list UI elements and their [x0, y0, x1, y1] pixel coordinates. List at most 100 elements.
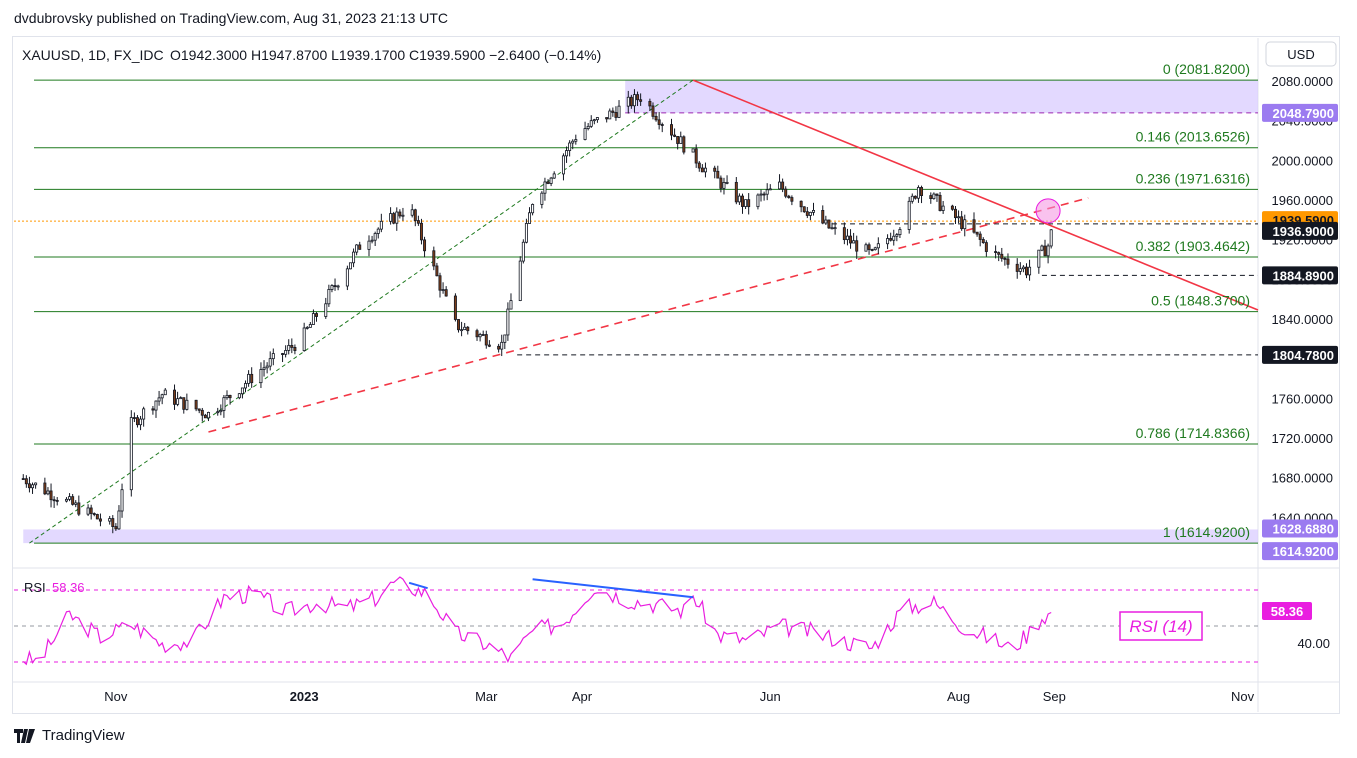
rsi-divergence-line	[408, 581, 428, 590]
candle-body	[315, 313, 318, 317]
candle-body	[719, 177, 723, 189]
candle-body	[222, 397, 226, 411]
candle-body	[994, 251, 998, 253]
fib-label: 0.382 (1903.4642)	[1136, 238, 1250, 254]
candle-body	[676, 136, 680, 144]
candle-body	[722, 182, 726, 189]
candle-body	[867, 244, 871, 250]
rsi-current-value: 58.36	[52, 580, 85, 595]
candle-body	[432, 250, 436, 267]
currency-button[interactable]	[1265, 41, 1337, 67]
price-label-bg	[1262, 519, 1338, 538]
candle-body	[870, 249, 874, 251]
candle-body	[778, 181, 782, 190]
candle-body	[293, 346, 297, 351]
fib-label: 0 (2081.8200)	[1163, 61, 1250, 77]
candle-body	[768, 188, 772, 191]
candle-body	[605, 117, 609, 120]
candle-body	[225, 394, 229, 399]
candle-body	[725, 181, 729, 184]
candle-body	[700, 167, 704, 173]
candle-body	[657, 119, 661, 125]
candle-body	[713, 167, 717, 172]
fib-label: 1 (1614.9200)	[1163, 524, 1250, 540]
candle-body	[108, 518, 112, 522]
currency-button-label[interactable]: USD	[1287, 47, 1314, 62]
chart-frame[interactable]	[12, 36, 1340, 714]
candle-body	[89, 507, 93, 514]
candle-body	[27, 483, 31, 489]
candle-body	[651, 105, 655, 117]
candle-body	[95, 514, 99, 520]
candle-body	[1018, 268, 1022, 272]
candle-body	[503, 334, 507, 343]
candle-body	[787, 195, 791, 198]
candle-body	[552, 173, 556, 179]
time-axis-tick: Mar	[475, 689, 498, 704]
candle-body	[21, 478, 25, 480]
fib-label: 0.146 (2013.6526)	[1136, 129, 1250, 145]
candle-body	[370, 239, 374, 242]
fib-label: 0.5 (1848.3700)	[1151, 293, 1250, 309]
trendline-green-dashed	[29, 79, 694, 544]
candle-body	[639, 99, 643, 102]
candle-body	[46, 490, 50, 495]
candle-body	[679, 136, 683, 144]
candle-body	[531, 204, 535, 214]
candle-body	[895, 234, 899, 237]
candle-body	[549, 177, 553, 184]
candle-body	[302, 327, 306, 351]
candle-body	[978, 233, 982, 240]
candle-body	[737, 195, 741, 203]
candle-body	[244, 383, 247, 389]
candle-body	[389, 213, 393, 222]
candle-body	[852, 240, 856, 244]
candle-body	[287, 345, 291, 351]
trendline-red-dashed	[208, 197, 1089, 433]
candle-body	[1049, 229, 1053, 247]
footer: TradingView	[14, 727, 125, 744]
candle-body	[460, 329, 464, 332]
candle-body	[117, 510, 121, 530]
candle-body	[916, 187, 920, 199]
price-label-bg	[1262, 221, 1338, 240]
candle-body	[972, 219, 976, 233]
price-axis-tick: 1960.0000	[1272, 193, 1333, 208]
rsi-divergence-line	[532, 578, 694, 599]
candle-body	[336, 285, 340, 288]
candle-body	[160, 394, 164, 399]
price-label-bg	[1262, 345, 1338, 364]
candle-body	[376, 228, 380, 234]
candle-body	[311, 313, 315, 325]
candle-body	[892, 235, 896, 241]
candle-body	[401, 214, 405, 217]
candle-body	[281, 353, 285, 355]
candle-body	[259, 369, 263, 384]
candle-body	[379, 220, 383, 230]
candle-body	[86, 507, 90, 515]
rsi-line	[22, 576, 1052, 666]
candle-body	[543, 181, 547, 194]
rsi-annotation: RSI (14)	[1129, 617, 1192, 636]
candle-body	[629, 96, 633, 107]
price-label: 1936.9000	[1273, 224, 1334, 239]
candle-body	[413, 209, 417, 221]
candle-body	[463, 326, 467, 331]
candle-body	[950, 205, 954, 210]
candle-body	[765, 189, 769, 195]
candle-body	[135, 417, 139, 426]
candle-body	[614, 112, 618, 118]
candle-body	[812, 210, 815, 213]
candle-body	[802, 206, 806, 213]
candle-body	[31, 484, 35, 489]
fib-label: 0.236 (1971.6316)	[1136, 170, 1250, 186]
candle-body	[151, 408, 155, 411]
candle-body	[907, 200, 911, 230]
candle-body	[799, 200, 803, 208]
candle-body	[324, 303, 328, 317]
candle-body	[132, 417, 136, 419]
candle-body	[237, 393, 241, 399]
price-axis-tick: 2080.0000	[1272, 74, 1333, 89]
candle-body	[744, 199, 748, 207]
